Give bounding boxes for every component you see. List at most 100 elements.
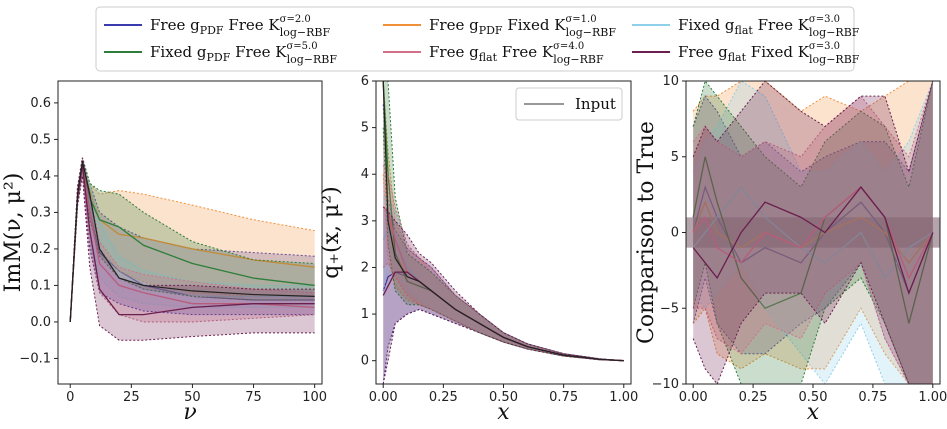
y-tick-label: 0.2: [30, 242, 51, 257]
band-s2: [383, 81, 624, 361]
x-tick-label: 0.75: [549, 390, 578, 405]
band-edge-hi-s4: [383, 81, 624, 362]
panel-im-m: 0 25 50 75 100 −0.1 0.0 0.1 0.2 0.3 0.4 0.5 0.6 ν ImM(…: [1, 80, 327, 425]
x-tick-label: 0.25: [739, 390, 768, 405]
x-tick-label: 0.00: [679, 390, 708, 405]
y-tick-label: 5: [361, 121, 369, 136]
band-edge-hi-s1: [692, 81, 934, 173]
plot-area: [69, 157, 315, 341]
series-line-s6: [692, 186, 934, 296]
band-s4: [70, 157, 315, 322]
legend-label-s1: Free gPDF Free Kσ=2.0 log−RBF: [150, 14, 331, 39]
legend-label-s2: Free gPDF Fixed Kσ=1.0 log−RBF: [429, 14, 616, 39]
band-edge-lo-s5: [693, 261, 933, 384]
series-line-s2: [382, 81, 624, 362]
x-tick-label: 0.75: [858, 390, 887, 405]
true-curve: [69, 161, 315, 322]
band-edge-hi-s1: [382, 104, 624, 362]
legend-label-s6: Free gflat Fixed Kσ=3.0 log−RBF: [678, 41, 860, 66]
x-tick-label: 50: [184, 390, 201, 405]
band-edge-lo-s4: [382, 127, 624, 362]
band-edge-lo-s3: [692, 261, 933, 384]
x-tick-label: 0.00: [369, 390, 398, 405]
legend-label-s4: Fixed gPDF Free Kσ=5.0 log−RBF: [150, 41, 337, 66]
y-tick-label: 0.6: [30, 96, 51, 111]
band-edge-lo-s2: [69, 175, 315, 322]
y-axis-label: ImM(ν, μ²): [1, 173, 26, 293]
y-axis-label: Comparison to True: [634, 121, 659, 344]
band-edge-lo-s6: [382, 308, 624, 384]
panel-q-plus: 0.00 0.25 0.50 0.75 1.00 0 1 2 3 4 5 6 x q₊(x, μ²) Inp…: [319, 74, 638, 425]
input-legend-label: Input: [575, 95, 616, 113]
band-edge-hi-s5: [382, 164, 624, 362]
x-tick-label: 1.00: [609, 390, 638, 405]
panel-comparison: 0.00 0.25 0.50 0.75 1.00 −10 −5 0 5 10 x Comparison…: [634, 74, 947, 425]
x-tick-label: 0: [66, 390, 74, 405]
band-edge-lo-s5: [382, 261, 624, 362]
y-tick-label: 0.1: [30, 278, 51, 293]
series-line-s4: [692, 156, 934, 324]
legend-label-s5: Free gflat Free Kσ=4.0 log−RBF: [429, 41, 604, 66]
x-tick-label: 0.25: [429, 390, 458, 405]
axes-frame: [57, 80, 323, 385]
y-tick-label: 3: [361, 214, 369, 229]
x-tick-label: 1.00: [918, 390, 947, 405]
y-tick-label: 0.3: [30, 205, 51, 220]
input-legend-frame: [515, 87, 623, 121]
input-legend: Input: [515, 87, 623, 121]
band-s4: [383, 81, 624, 361]
band-edge-lo-s2: [692, 307, 933, 384]
y-tick-label: 5: [671, 150, 679, 165]
x-tick-label: 25: [123, 390, 140, 405]
y-tick-label: 1: [361, 307, 369, 322]
legend: Free gPDF Free Kσ=2.0 log−RBF Free gPDF Fi…: [95, 6, 860, 72]
band-s3: [70, 157, 315, 322]
y-tick-label: −5: [660, 301, 679, 316]
legend-frame: [95, 6, 855, 72]
band-edge-lo-s4: [69, 175, 315, 322]
x-tick-label: 75: [245, 390, 262, 405]
plot-area: [382, 81, 624, 384]
x-axis-label: x: [807, 400, 820, 425]
y-tick-label: 0: [361, 354, 369, 369]
x-tick-label: 0.50: [489, 390, 518, 405]
band-edge-lo-s6: [692, 261, 933, 384]
band-edge-lo-s2: [382, 174, 624, 362]
y-tick-label: 0.4: [30, 169, 51, 184]
band-edge-hi-s3: [69, 157, 315, 322]
band-edge-lo-s6: [69, 175, 315, 341]
band-edge-lo-s4: [692, 262, 933, 384]
band-edge-hi-s3: [383, 197, 624, 362]
y-tick-label: 0.0: [30, 315, 51, 330]
series-line-s4: [382, 81, 624, 362]
x-tick-label: 100: [302, 390, 327, 405]
true-curve: [382, 81, 624, 362]
x-tick-label: 0.50: [799, 390, 828, 405]
band-edge-hi-s2: [382, 81, 624, 362]
band-edge-hi-s5: [69, 157, 315, 322]
band-edge-lo-s1: [69, 175, 315, 322]
band-edge-lo-s1: [382, 308, 624, 384]
band-s3: [383, 197, 624, 361]
y-tick-label: −10: [652, 377, 679, 392]
y-axis-label: q₊(x, μ²): [319, 186, 344, 278]
y-tick-label: 2: [361, 260, 369, 275]
band-s2: [70, 157, 315, 322]
band-edge-hi-s6: [692, 81, 934, 174]
legend-label-s3: Fixed gflat Free Kσ=3.0 log−RBF: [678, 14, 860, 39]
band-edge-hi-s3: [692, 81, 934, 173]
band-s5: [70, 157, 315, 322]
y-tick-label: 4: [361, 167, 369, 182]
y-tick-label: 6: [361, 74, 369, 89]
y-tick-label: 0: [671, 226, 679, 241]
band-s1: [383, 104, 624, 384]
x-axis-label: ν: [183, 400, 196, 425]
y-tick-label: −0.1: [19, 351, 51, 366]
band-edge-hi-s4: [69, 157, 315, 322]
y-tick-label: 10: [662, 74, 679, 89]
y-tick-label: 0.5: [30, 132, 51, 147]
band-s5: [383, 164, 624, 361]
band-s6: [383, 206, 624, 384]
series-line-s5: [692, 186, 934, 280]
